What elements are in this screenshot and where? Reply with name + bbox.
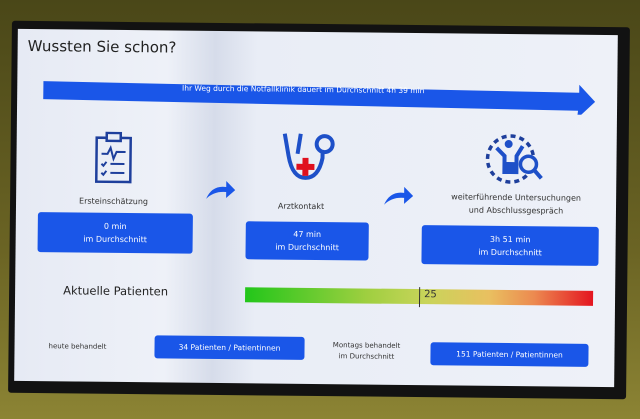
stethoscope-icon xyxy=(282,133,335,180)
step-label-line: und Abschlussgespräch xyxy=(468,205,564,216)
page-title: Wussten Sie schon? xyxy=(27,36,177,57)
monday-label-line: im Durchschnitt xyxy=(338,352,395,361)
step-label-ersteinschaetzung: Ersteinschätzung xyxy=(79,196,149,207)
gauge-marker xyxy=(418,287,421,308)
monday-label: Montags behandelt im Durchschnitt xyxy=(326,340,406,363)
step-time: 47 min xyxy=(293,229,322,240)
step-time-box-untersuchungen: 3h 51 min im Durchschnitt xyxy=(421,225,599,266)
curved-arrow-icon xyxy=(206,181,236,199)
gauge-label: Aktuelle Patienten xyxy=(63,283,169,299)
curved-arrow-icon xyxy=(384,186,414,205)
monday-value-box: 151 Patienten / Patientinnen xyxy=(430,342,589,367)
examination-icon xyxy=(485,134,543,184)
gauge-value: 25 xyxy=(424,289,437,301)
step-label-line: weiterführende Untersuchungen xyxy=(451,192,582,203)
today-value-box: 34 Patienten / Patientinnen xyxy=(154,335,305,360)
step-time-box-arztkontakt: 47 min im Durchschnitt xyxy=(245,221,369,261)
step-label-untersuchungen: weiterführende Untersuchungen und Abschl… xyxy=(436,190,596,218)
clipboard-icon xyxy=(95,131,132,184)
step-sub: im Durchschnitt xyxy=(83,234,147,245)
step-time-box-ersteinschaetzung: 0 min im Durchschnitt xyxy=(37,212,193,254)
today-label: heute behandelt xyxy=(48,342,107,351)
step-sub: im Durchschnitt xyxy=(275,242,339,253)
step-label-arztkontakt: Arztkontakt xyxy=(277,201,325,212)
timeline-arrow xyxy=(43,81,596,115)
monday-label-line: Montags behandelt xyxy=(332,341,401,350)
display-screen: Wussten Sie schon? Ihr Weg durch die Not… xyxy=(14,28,618,388)
step-sub: im Durchschnitt xyxy=(478,247,542,257)
